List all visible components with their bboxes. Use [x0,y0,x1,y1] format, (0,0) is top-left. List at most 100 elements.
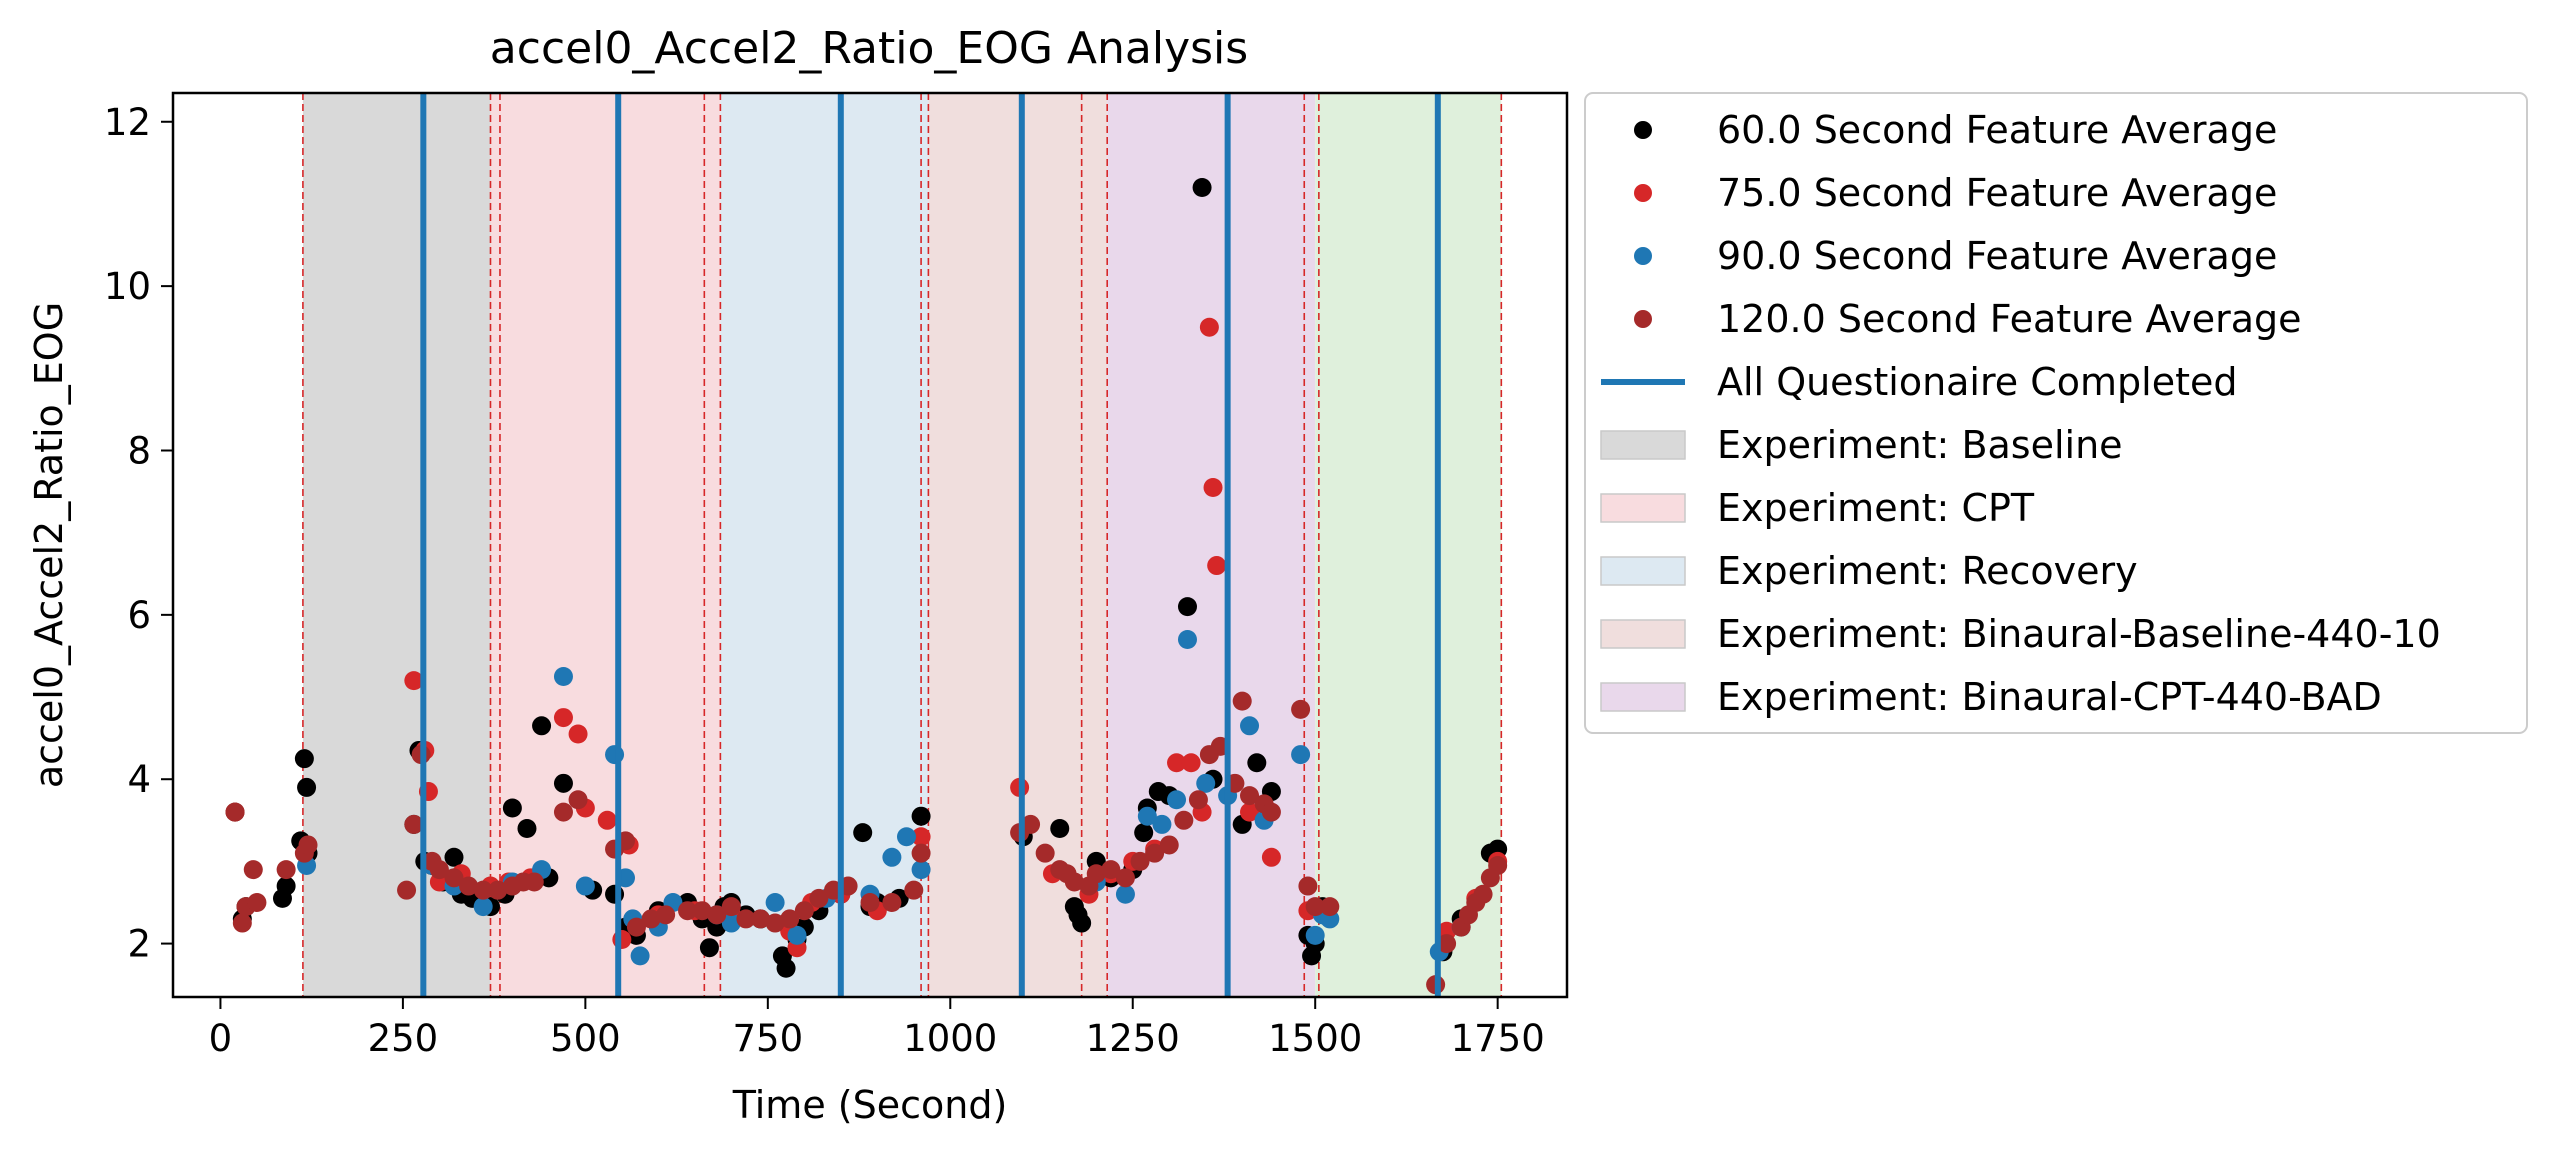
x-axis-label: Time (Second) [732,1083,1008,1127]
legend-patch [1600,430,1686,460]
y-axis: 2 4 6 8 10 12 [104,101,173,966]
data-point [502,798,522,818]
data-point [1145,843,1165,863]
data-point [860,892,880,912]
data-point [1021,814,1041,834]
data-point [1137,806,1157,826]
data-point [1167,790,1187,810]
data-point [225,802,245,822]
data-point [911,860,931,880]
data-point [553,666,573,686]
data-point [882,847,902,867]
data-point [751,909,771,929]
data-point [276,860,296,880]
data-point [247,892,267,912]
y-tick-label: 6 [127,594,151,637]
legend-label: 75.0 Second Feature Average [1717,171,2277,215]
data-point [473,880,493,900]
data-point [444,847,464,867]
data-point [553,802,573,822]
legend-frame [1584,92,2528,734]
data-point [1305,897,1325,917]
data-point [787,925,807,945]
legend-label: Experiment: Recovery [1717,549,2138,593]
data-point [911,806,931,826]
data-point [1291,699,1311,719]
data-point [1196,773,1216,793]
y-axis-label: accel0_Accel2_Ratio_EOG [27,302,71,788]
data-point [1247,753,1267,773]
data-point [678,901,698,921]
x-tick-label: 1250 [1086,1017,1180,1060]
data-point [397,880,417,900]
data-point [597,810,617,830]
phase-band [928,93,1108,997]
data-point [692,901,712,921]
plot-frame [171,91,1569,999]
x-axis: 0 250 500 750 1000 1250 1500 1750 [209,997,1545,1060]
y-tick-label: 10 [104,265,151,308]
data-point [459,876,479,896]
phase-band [302,93,491,997]
data-point [1035,843,1055,863]
data-point [626,917,646,937]
phase-band [1315,93,1502,997]
x-tick-label: 750 [733,1017,804,1060]
data-point [911,827,931,847]
data-point [488,880,508,900]
legend-label: 120.0 Second Feature Average [1717,297,2302,341]
y-tick-label: 2 [127,923,151,966]
data-point [1130,851,1150,871]
data-point [794,901,814,921]
legend-label: All Questionaire Completed [1717,360,2238,404]
x-tick-label: 1750 [1451,1017,1545,1060]
data-point [1159,835,1179,855]
data-point [1167,753,1187,773]
data-point [1232,691,1252,711]
legend-label: Experiment: CPT [1717,486,2035,530]
legend-patch [1600,682,1686,712]
data-point [1101,860,1121,880]
data-point [605,884,625,904]
data-point [297,777,317,797]
data-point [524,872,544,892]
data-point [776,958,796,978]
data-point [707,905,727,925]
data-point [896,827,916,847]
data-point [1473,884,1493,904]
data-point [1320,897,1340,917]
data-point [765,892,785,912]
legend-label: Experiment: Binaural-CPT-440-BAD [1717,675,2382,719]
legend-marker [1634,184,1652,202]
data-point [1192,178,1212,198]
data-point [1181,753,1201,773]
y-tick-label: 8 [127,429,151,472]
data-point [1240,786,1260,806]
data-point [721,913,741,933]
legend: 60.0 Second Feature Average 75.0 Second F… [1584,92,2528,734]
data-point [1240,716,1260,736]
data-point [1261,847,1281,867]
data-point [605,745,625,765]
data-point [553,708,573,728]
legend-patch [1600,493,1686,523]
data-point [882,892,902,912]
data-point [1203,477,1223,497]
data-point [1298,876,1318,896]
data-point [276,876,296,896]
data-point [1240,802,1260,822]
data-point [575,876,595,896]
questionnaire-lines [420,93,1441,997]
data-point [1305,925,1325,945]
data-point [853,823,873,843]
data-point [568,724,588,744]
data-point [1064,872,1084,892]
data-point [1152,814,1172,834]
data-point [612,929,632,949]
data-point [294,749,314,769]
data-point [1050,819,1070,839]
data-point [568,790,588,810]
x-tick-label: 1500 [1268,1017,1362,1060]
legend-marker [1634,121,1652,139]
